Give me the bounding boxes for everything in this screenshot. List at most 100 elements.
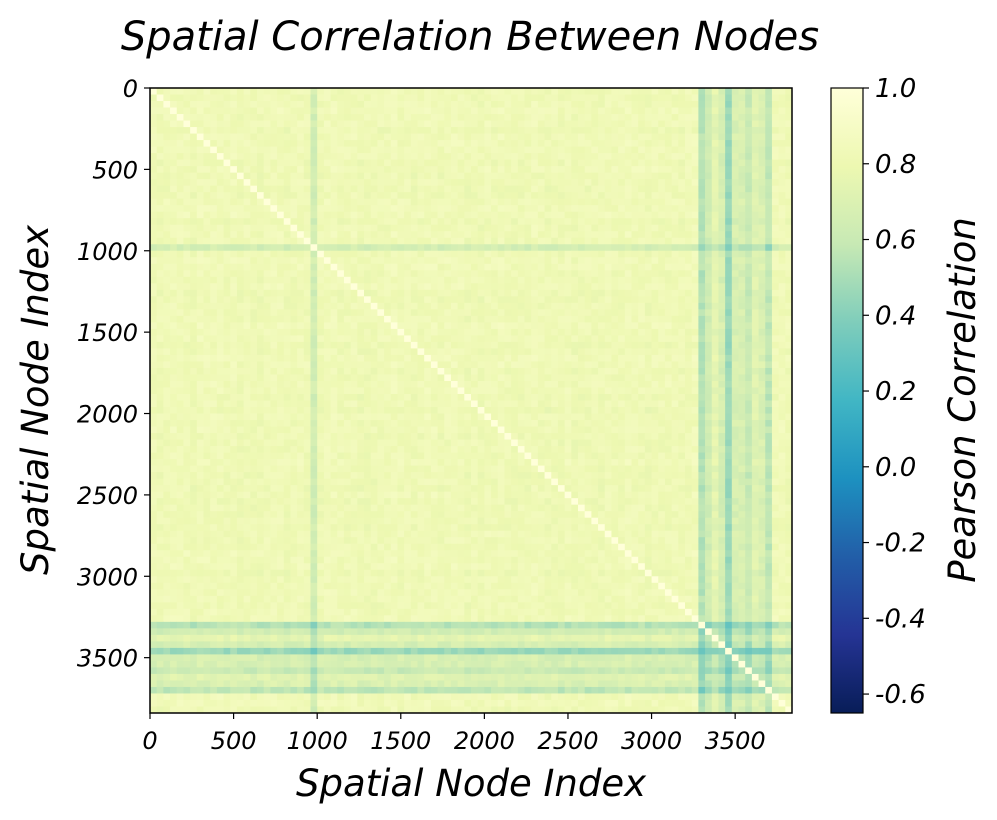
heatmap-cell [216,296,224,304]
heatmap-cell [230,250,238,258]
heatmap-cell [216,270,224,278]
heatmap-cell [223,257,231,265]
heatmap-cell [651,283,659,291]
heatmap-cell [430,211,438,219]
heatmap-cell [751,120,759,128]
heatmap-cell [471,374,479,382]
heatmap-cell [377,263,385,271]
heatmap-cell [290,387,298,395]
heatmap-cell [283,218,291,226]
heatmap-cell [771,185,780,193]
heatmap-cell [765,127,773,134]
heatmap-cell [544,192,552,200]
heatmap-cell [303,146,311,154]
heatmap-cell [190,374,198,382]
heatmap-cell [785,276,792,284]
heatmap-cell [303,335,311,343]
heatmap-cell [430,179,438,187]
heatmap-cell [557,172,566,180]
heatmap-cell [464,407,472,414]
heatmap-cell [758,374,766,382]
heatmap-cell [343,224,352,232]
heatmap-cell [390,94,398,102]
heatmap-cell [384,309,392,317]
heatmap-cell [725,289,733,297]
heatmap-cell [778,257,786,265]
heatmap-cell [444,153,452,161]
heatmap-cell [150,107,158,115]
heatmap-cell [410,101,418,108]
heatmap-cell [524,341,532,349]
heatmap-cell [270,101,278,108]
heatmap-cell [765,380,773,388]
heatmap-cell [170,172,178,180]
heatmap-cell [511,315,519,323]
heatmap-cell [765,146,773,154]
heatmap-cell [450,179,459,187]
heatmap-cell [765,361,773,369]
heatmap-cell [330,244,338,252]
heatmap-cell [163,367,171,375]
heatmap-cell [236,211,245,219]
heatmap-cell [163,172,171,180]
heatmap-cell [350,211,358,219]
heatmap-cell [771,341,780,349]
heatmap-cell [484,120,492,128]
heatmap-cell [343,114,352,121]
heatmap-cell [624,400,632,408]
heatmap-cell [303,309,311,317]
heatmap-cell [571,127,579,134]
heatmap-cell [190,315,198,323]
heatmap-cell [176,172,184,180]
heatmap-cell [524,361,532,369]
heatmap-cell [517,133,525,141]
heatmap-cell [450,361,459,369]
heatmap-cell [671,211,679,219]
heatmap-cell [591,224,599,232]
heatmap-cell [290,335,298,343]
heatmap-cell [150,185,158,193]
heatmap-cell [250,166,258,174]
heatmap-cell [170,361,178,369]
heatmap-cell [417,393,425,401]
heatmap-cell [203,335,211,343]
heatmap-cell [370,420,378,427]
heatmap-cell [377,276,385,284]
heatmap-cell [618,185,626,193]
heatmap-cell [323,263,331,271]
heatmap-cell [290,211,298,219]
heatmap-cell [691,185,699,193]
heatmap-cell [377,114,385,121]
heatmap-cell [571,198,579,206]
heatmap-cell [250,127,258,134]
heatmap-cell [644,205,652,213]
heatmap-cell [310,133,318,141]
heatmap-cell [711,361,719,369]
heatmap-cell [685,420,693,427]
heatmap-cell [343,361,352,369]
heatmap-cell [156,224,164,232]
heatmap-cell [430,153,438,161]
heatmap-cell [350,146,358,154]
heatmap-cell [223,380,231,388]
heatmap-cell [491,127,499,134]
heatmap-cell [150,179,158,187]
heatmap-cell [471,400,479,408]
heatmap-cell [250,309,258,317]
heatmap-cell [297,133,305,141]
heatmap-cell [725,328,733,336]
heatmap-cell [544,263,552,271]
heatmap-cell [718,244,726,252]
heatmap-cell [571,146,579,154]
heatmap-cell [377,270,385,278]
heatmap-cell [497,361,505,369]
heatmap-cell [290,341,298,349]
heatmap-cell [644,276,652,284]
heatmap-cell [564,263,572,271]
heatmap-cell [317,387,325,395]
heatmap-cell [424,413,432,421]
heatmap-cell [738,302,746,310]
heatmap-cell [671,257,679,265]
heatmap-cell [678,101,686,108]
heatmap-cell [711,166,719,174]
